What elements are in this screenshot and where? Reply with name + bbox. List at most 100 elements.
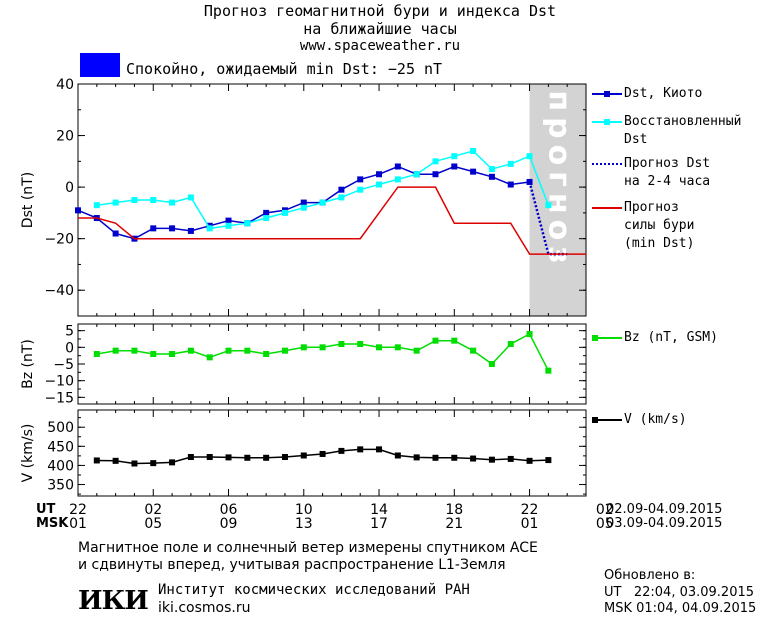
ut-tick-label: 22 [521,502,539,518]
y-tick-label: 0 [65,180,74,196]
dst-data-point [470,168,477,175]
bz-data-point [281,347,288,354]
bz-panel-frame [77,323,587,405]
updated-ut: UT 22:04, 03.09.2015 [604,585,755,600]
bz-data-point [263,351,270,357]
v-data-point [376,446,383,453]
bz-data-point [150,351,157,357]
bz-data-point [357,341,364,347]
v-data-point [432,454,439,461]
legend-label-storm-2: силы бури [624,218,695,233]
msk-tick-label: 05 [144,516,162,532]
dst-data-point [376,171,383,178]
dst-data-point [112,230,119,237]
v-data-point [545,457,552,464]
bz-data-point [187,347,194,354]
dst-data-point [263,215,270,222]
msk-date-range: 03.09-04.09.2015 [606,516,723,531]
bz-data-point [244,347,251,354]
y-tick-label: 500 [47,420,74,436]
bz-data-point [300,344,307,351]
page-title-line2: на ближайшие часы [303,20,457,38]
dst-series-line-1 [96,150,550,230]
bz-data-point [93,351,100,357]
v-data-point [470,455,477,462]
y-tick-label: 350 [47,478,74,494]
dst-data-point [488,166,495,173]
ut-tick-label: 22 [69,502,87,518]
legend-label-v: V (km/s) [624,412,687,427]
ut-tick-label: 02 [144,502,162,518]
legend-item-storm: Прогноз [590,200,679,215]
iki-logo: ИКИ [78,586,149,616]
dst-data-point [413,171,420,178]
y-tick-label: −20 [44,232,74,248]
dst-data-point [206,225,213,232]
y-tick-label: −15 [44,390,74,406]
v-data-point [206,454,213,461]
legend-label-bz: Bz (nT, GSM) [624,330,718,345]
y-tick-label: 0 [65,340,74,356]
dst-series-line-2 [528,181,568,256]
dst-data-point [357,176,364,183]
v-data-point [150,460,157,467]
dst-data-point [394,163,401,170]
y-tick-label: 450 [47,439,74,455]
dst-data-point [319,199,326,206]
ut-tick-label: 06 [220,502,238,518]
bz-data-point [225,347,232,354]
dst-data-point [225,222,232,229]
v-data-point [526,457,533,464]
dst-data-point [470,148,477,155]
dst-data-point [75,207,81,214]
bz-data-point [319,344,326,351]
legend-label-dst-restored-2: Dst [624,132,648,147]
institute-site-link[interactable]: iki.cosmos.ru [158,600,251,616]
dst-data-point [150,225,157,232]
legend-swatch-dst-kyoto [592,90,622,97]
dst-panel-frame [77,83,587,317]
dst-data-point [507,181,514,188]
v-data-point [112,457,119,464]
bz-data-point [131,347,138,354]
legend-item-dst-kyoto: Dst, Киото [590,86,702,101]
v-data-point [131,460,138,467]
v-panel-frame [77,409,587,497]
legend-item-dst-forecast: Прогноз Dst [590,156,710,171]
bz-data-point [526,331,533,337]
dst-data-point [244,220,251,227]
dst-data-point [300,199,307,206]
dst-data-point [187,194,194,201]
dst-data-point [93,202,100,209]
y-tick-label: 20 [56,129,74,145]
msk-tick-label: 09 [220,516,238,532]
bz-data-point [394,344,401,351]
v-data-point [187,454,194,461]
dst-data-point [451,163,458,170]
status-text: Спокойно, ожидаемый min Dst: −25 nT [126,60,443,78]
site-url[interactable]: www.spaceweather.ru [299,38,461,54]
msk-tick-label: 01 [521,516,539,532]
v-data-point [394,452,401,459]
bz-data-point [413,347,420,354]
bz-data-point [376,344,383,351]
forecast-region-label: прогноз [541,90,576,269]
msk-tick-label: 05 [596,516,614,532]
dst-data-point [150,197,157,203]
y-tick-label: −40 [44,283,74,299]
legend-swatch-bz [592,334,622,341]
source-note-line2: и сдвинуты вперед, учитывая распростране… [78,557,506,573]
dst-data-point [263,209,270,216]
legend-label-dst-forecast-2: на 2-4 часа [624,174,711,189]
dst-data-point [526,178,533,185]
dst-data-point [507,160,514,167]
dst-data-point [169,199,176,206]
v-data-point [300,452,307,459]
v-data-point [338,447,345,454]
v-data-point [244,454,251,461]
bz-data-point [470,347,477,354]
ut-tick-label: 18 [445,502,463,518]
bz-data-point [112,347,119,354]
dst-data-point [394,176,401,183]
legend-item-dst-restored: Восстановленный [590,114,741,129]
